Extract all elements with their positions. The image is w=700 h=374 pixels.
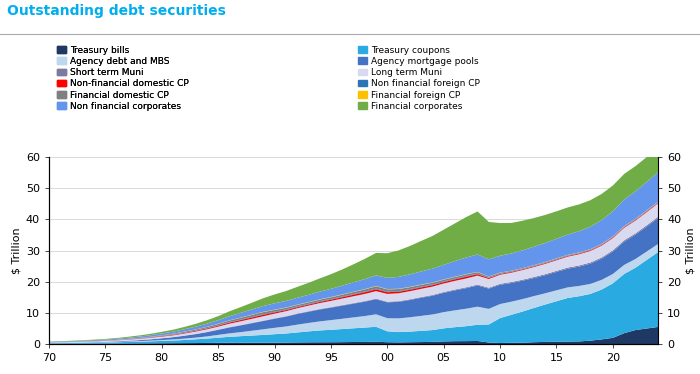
- Text: Outstanding debt securities: Outstanding debt securities: [7, 4, 226, 18]
- Y-axis label: $ Trillion: $ Trillion: [685, 227, 695, 274]
- Legend: Treasury coupons, Agency mortgage pools, Long term Muni, Non financial foreign C: Treasury coupons, Agency mortgage pools,…: [354, 42, 483, 114]
- Legend: Treasury bills, Agency debt and MBS, Short term Muni, Non-financial domestic CP,: Treasury bills, Agency debt and MBS, Sho…: [53, 42, 192, 114]
- Y-axis label: $ Trillion: $ Trillion: [12, 227, 22, 274]
